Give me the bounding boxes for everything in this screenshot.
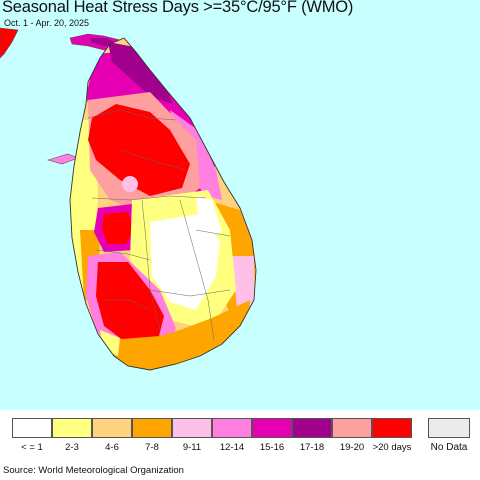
legend-swatch-7-8 <box>132 418 172 438</box>
map-panel: Seasonal Heat Stress Days >=35°C/95°F (W… <box>0 0 480 410</box>
legend-swatch-19-20 <box>332 418 372 438</box>
legend-swatch-15-16 <box>252 418 292 438</box>
legend-label-gt20: >20 days <box>372 442 412 453</box>
legend-swatch-no-data <box>428 418 470 438</box>
coastline <box>69 37 257 371</box>
legend-swatch-9-11 <box>172 418 212 438</box>
legend-label-7-8: 7-8 <box>145 442 159 453</box>
legend-label-4-6: 4-6 <box>105 442 119 453</box>
legend-label-12-14: 12-14 <box>219 442 245 453</box>
north-pink-spot <box>122 176 138 192</box>
interior-white-zone <box>150 214 220 310</box>
legend-label-2-3: 2-3 <box>65 442 79 453</box>
legend-label-le1: < = 1 <box>21 442 43 453</box>
source-credit: Source: World Meteorological Organizatio… <box>3 465 184 476</box>
map-title: Seasonal Heat Stress Days >=35°C/95°F (W… <box>2 0 354 16</box>
admin-boundaries <box>87 109 231 341</box>
legend-label-19-20: 19-20 <box>339 442 365 453</box>
north-purple-zone <box>108 42 172 104</box>
southwest-red-zone <box>96 262 164 344</box>
india-landmass <box>0 27 19 59</box>
legend-label-9-11: 9-11 <box>182 442 202 453</box>
south-orange-coast <box>110 300 250 370</box>
legend-swatch-le1 <box>12 418 52 438</box>
legend-swatch-4-6 <box>92 418 132 438</box>
interior-white-east <box>196 196 222 236</box>
map-subtitle: Oct. 1 - Apr. 20, 2025 <box>4 18 90 28</box>
legend-label-no-data: No Data <box>430 442 468 453</box>
legend-swatch-12-14 <box>212 418 252 438</box>
legend-label-17-18: 17-18 <box>299 442 325 453</box>
north-red-zone <box>88 104 190 196</box>
legend: < = 1 2-3 4-6 7-8 9-11 12-14 15-16 17-18… <box>12 418 472 458</box>
legend-swatch-gt20 <box>372 418 412 438</box>
legend-swatch-17-18 <box>292 418 332 438</box>
central-red-zone <box>102 212 134 244</box>
legend-swatch-2-3 <box>52 418 92 438</box>
legend-label-15-16: 15-16 <box>259 442 285 453</box>
heat-stress-map <box>0 0 480 410</box>
